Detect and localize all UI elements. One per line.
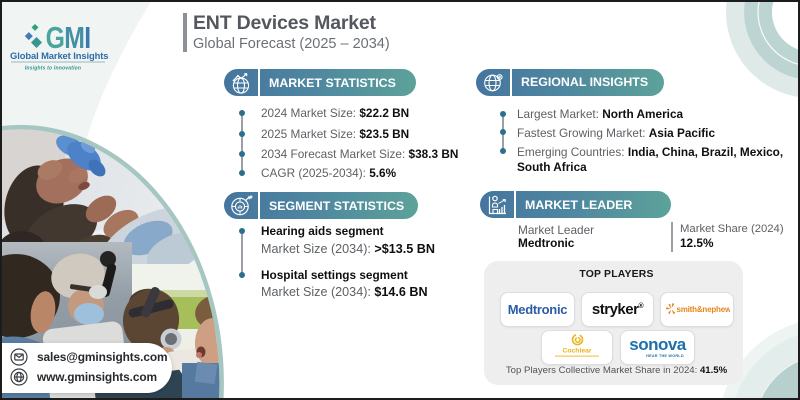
svg-text:smith&nephew: smith&nephew [676, 305, 730, 314]
svg-text:Cochlear: Cochlear [562, 348, 591, 355]
svg-text:Global Market Insights: Global Market Insights [10, 50, 108, 61]
svg-text:www.gminsights.com: www.gminsights.com [36, 370, 157, 384]
svg-text:sales@gminsights.com: sales@gminsights.com [37, 350, 168, 364]
svg-text:Insights to Innovation: Insights to Innovation [25, 66, 81, 72]
svg-text:GMI: GMI [46, 20, 91, 54]
